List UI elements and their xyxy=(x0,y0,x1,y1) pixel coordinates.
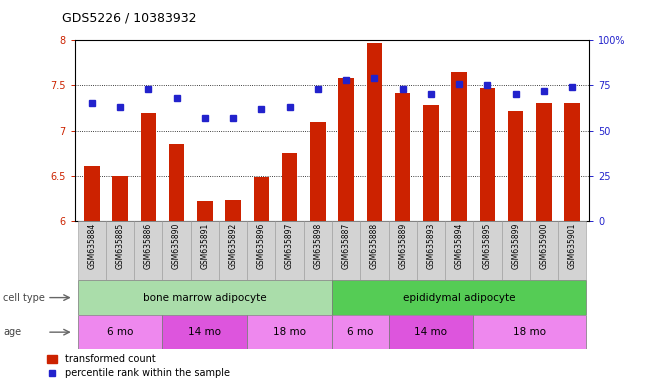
Text: GSM635889: GSM635889 xyxy=(398,223,407,269)
Text: GSM635893: GSM635893 xyxy=(426,223,436,269)
Text: 6 mo: 6 mo xyxy=(107,327,133,337)
Bar xyxy=(169,144,184,221)
Bar xyxy=(451,72,467,221)
Bar xyxy=(332,221,360,280)
Text: 18 mo: 18 mo xyxy=(514,327,546,337)
Bar xyxy=(106,221,134,280)
Text: GSM635895: GSM635895 xyxy=(483,223,492,269)
Bar xyxy=(282,153,298,221)
Bar xyxy=(332,315,389,349)
Bar xyxy=(508,111,523,221)
Bar xyxy=(77,221,106,280)
Bar xyxy=(163,221,191,280)
Text: 18 mo: 18 mo xyxy=(273,327,306,337)
Bar xyxy=(225,200,241,221)
Bar xyxy=(219,221,247,280)
Bar xyxy=(473,221,501,280)
Bar xyxy=(339,78,354,221)
Text: cell type: cell type xyxy=(3,293,45,303)
Text: GSM635884: GSM635884 xyxy=(87,223,96,269)
Bar xyxy=(113,176,128,221)
Bar xyxy=(558,221,587,280)
Text: GSM635900: GSM635900 xyxy=(540,223,548,269)
Text: bone marrow adipocyte: bone marrow adipocyte xyxy=(143,293,267,303)
Bar xyxy=(389,315,473,349)
Text: GDS5226 / 10383932: GDS5226 / 10383932 xyxy=(62,12,197,25)
Bar xyxy=(77,315,163,349)
Bar xyxy=(530,221,558,280)
Bar xyxy=(445,221,473,280)
Bar xyxy=(310,122,326,221)
Bar xyxy=(77,280,332,315)
Legend: transformed count, percentile rank within the sample: transformed count, percentile rank withi… xyxy=(47,354,230,378)
Text: GSM635901: GSM635901 xyxy=(568,223,577,269)
Bar xyxy=(254,177,269,221)
Text: GSM635887: GSM635887 xyxy=(342,223,351,269)
Text: GSM635891: GSM635891 xyxy=(201,223,210,269)
Bar xyxy=(191,221,219,280)
Bar xyxy=(84,166,100,221)
Text: GSM635898: GSM635898 xyxy=(313,223,322,269)
Text: GSM635890: GSM635890 xyxy=(172,223,181,269)
Text: GSM635888: GSM635888 xyxy=(370,223,379,269)
Text: epididymal adipocyte: epididymal adipocyte xyxy=(403,293,516,303)
Bar xyxy=(163,315,247,349)
Text: GSM635886: GSM635886 xyxy=(144,223,153,269)
Bar xyxy=(360,221,389,280)
Text: GSM635892: GSM635892 xyxy=(229,223,238,269)
Bar xyxy=(197,201,213,221)
Bar xyxy=(389,221,417,280)
Bar xyxy=(395,93,410,221)
Bar xyxy=(564,104,580,221)
Text: GSM635894: GSM635894 xyxy=(454,223,464,269)
Text: GSM635885: GSM635885 xyxy=(116,223,124,269)
Bar xyxy=(304,221,332,280)
Text: GSM635897: GSM635897 xyxy=(285,223,294,269)
Bar xyxy=(423,105,439,221)
Bar xyxy=(501,221,530,280)
Bar xyxy=(536,104,551,221)
Text: 14 mo: 14 mo xyxy=(188,327,221,337)
Text: age: age xyxy=(3,327,21,337)
Bar xyxy=(367,43,382,221)
Bar xyxy=(247,315,332,349)
Text: GSM635899: GSM635899 xyxy=(511,223,520,269)
Text: GSM635896: GSM635896 xyxy=(257,223,266,269)
Bar xyxy=(473,315,587,349)
Bar xyxy=(141,113,156,221)
Bar xyxy=(275,221,304,280)
Bar xyxy=(134,221,163,280)
Text: 6 mo: 6 mo xyxy=(347,327,374,337)
Bar xyxy=(332,280,587,315)
Text: 14 mo: 14 mo xyxy=(415,327,447,337)
Bar xyxy=(417,221,445,280)
Bar xyxy=(480,88,495,221)
Bar xyxy=(247,221,275,280)
